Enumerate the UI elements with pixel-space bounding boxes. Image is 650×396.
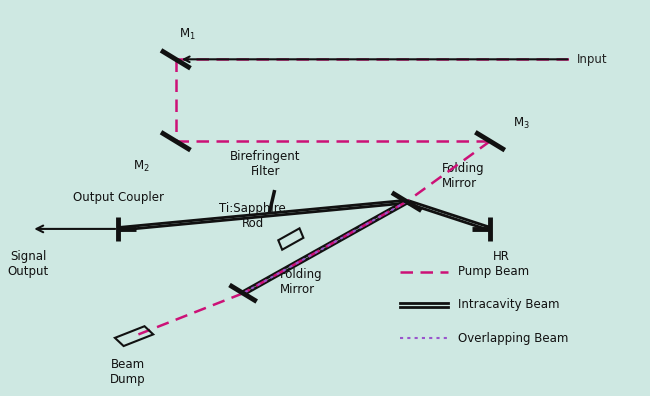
Text: Pump Beam: Pump Beam	[458, 265, 529, 278]
Text: Birefringent
Filter: Birefringent Filter	[230, 150, 301, 178]
Text: Folding
Mirror: Folding Mirror	[442, 162, 485, 190]
Text: Overlapping Beam: Overlapping Beam	[458, 331, 568, 345]
Text: Ti:Sapphire
Rod: Ti:Sapphire Rod	[219, 202, 286, 230]
Text: Folding
Mirror: Folding Mirror	[280, 268, 323, 296]
Text: Signal
Output: Signal Output	[8, 250, 49, 278]
Text: Input: Input	[577, 53, 607, 66]
Text: Intracavity Beam: Intracavity Beam	[458, 299, 560, 311]
Text: M$_2$: M$_2$	[133, 159, 150, 174]
Text: M$_3$: M$_3$	[512, 116, 529, 131]
Text: Output Coupler: Output Coupler	[73, 190, 164, 204]
Text: M$_1$: M$_1$	[179, 27, 196, 42]
Text: Beam
Dump: Beam Dump	[110, 358, 146, 386]
Text: HR: HR	[493, 250, 510, 263]
